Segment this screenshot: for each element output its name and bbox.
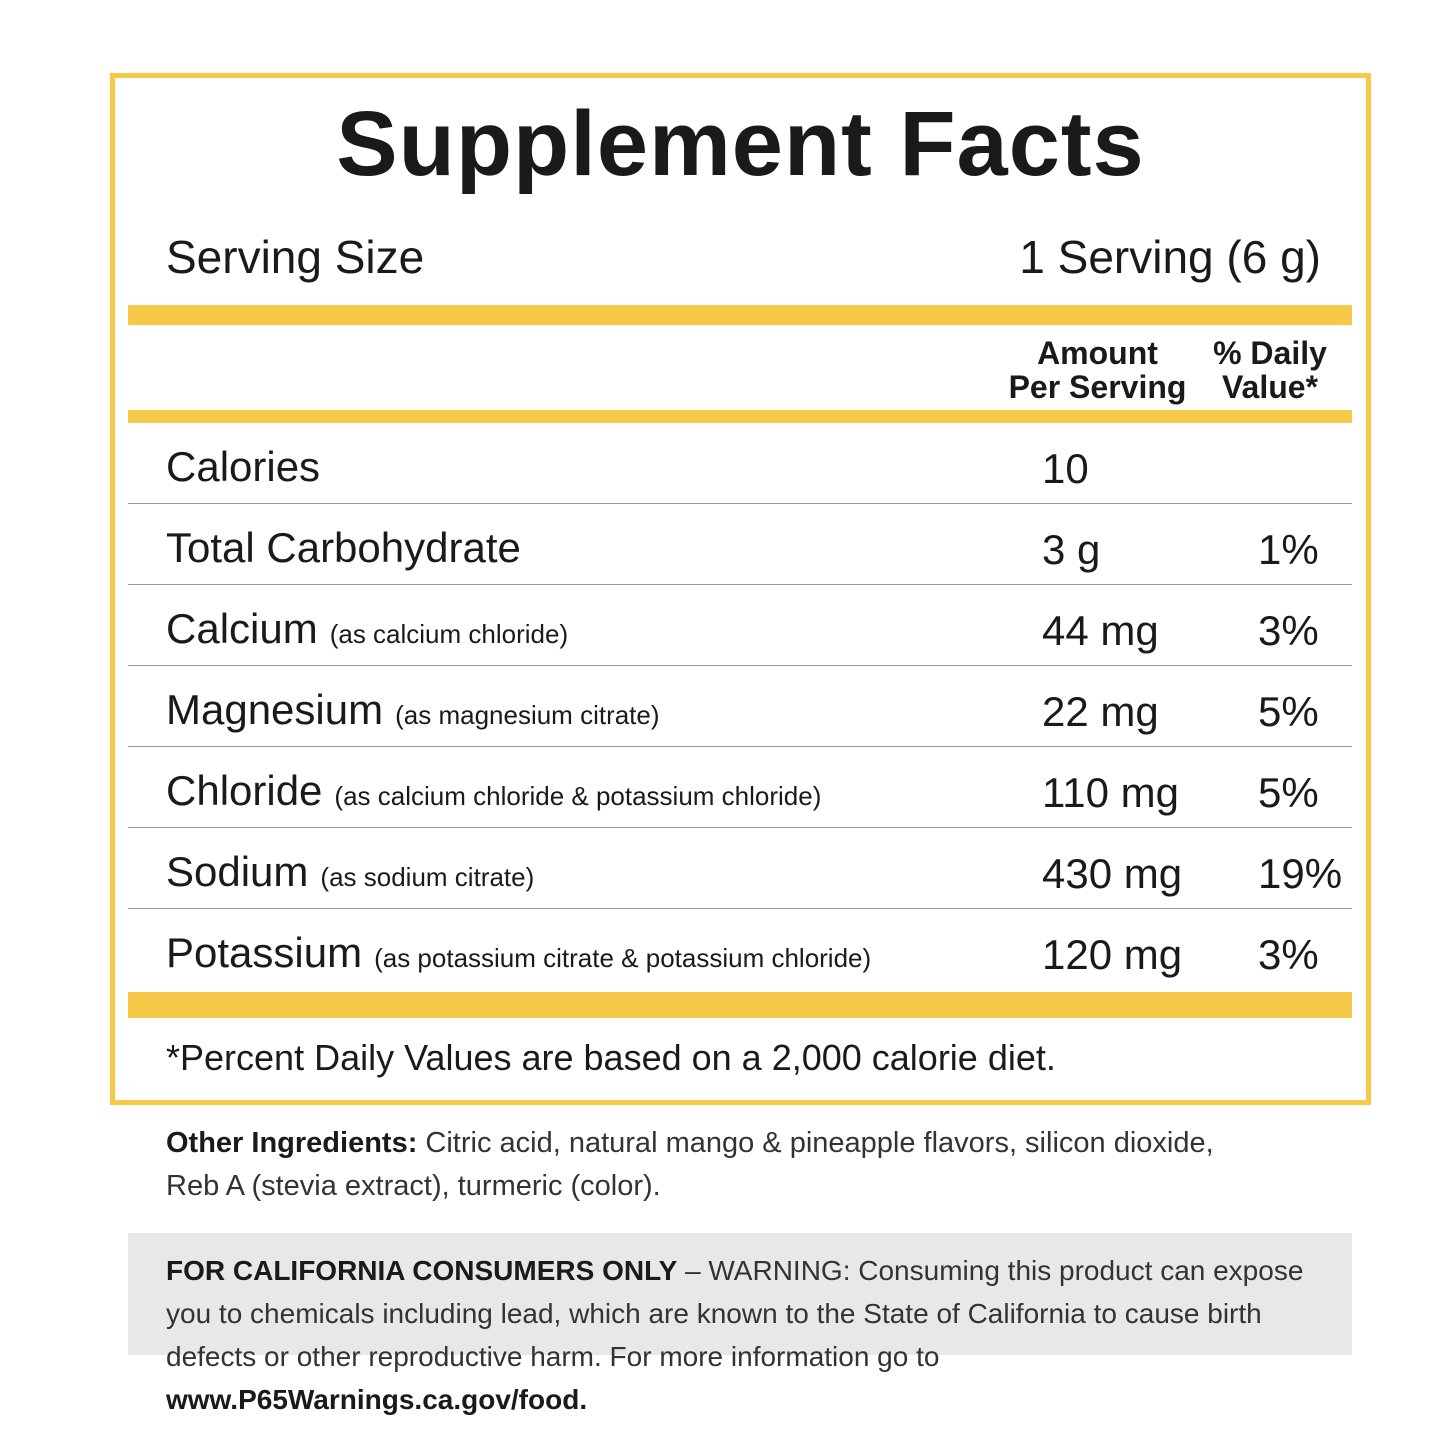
header-line: Value* — [1221, 369, 1319, 405]
nutrient-name: Calories — [166, 443, 320, 491]
footnote: *Percent Daily Values are based on a 2,0… — [166, 1037, 1056, 1078]
warning: FOR CALIFORNIA CONSUMERS ONLY – WARNING:… — [166, 1249, 1346, 1421]
nutrient-row: Potassium (as potassium citrate & potassi… — [128, 909, 1352, 990]
amount-header: Amount Per Serving — [1000, 336, 1195, 404]
amount: 430 mg — [1042, 850, 1183, 897]
row-separator — [128, 908, 1352, 909]
header-line: Per Serving — [1008, 369, 1187, 405]
warning-text: – WARNING: Consuming this product can ex… — [166, 1255, 1304, 1372]
nutrient-source: (as magnesium citrate) — [395, 700, 660, 730]
row-separator — [128, 665, 1352, 666]
title: Supplement Facts — [336, 93, 1145, 195]
row-separator — [128, 503, 1352, 504]
ingredients-text: Citric acid, natural mango & pineapple f… — [166, 1127, 1214, 1202]
label-frame — [110, 73, 1371, 1105]
nutrient-row: Sodium (as sodium citrate) 430 mg 19% — [128, 828, 1352, 909]
daily-value: 3% — [1258, 607, 1319, 654]
amount: 22 mg — [1042, 688, 1159, 735]
nutrient-source: (as calcium chloride) — [329, 619, 569, 649]
amount: 120 mg — [1042, 931, 1183, 978]
row-separator — [128, 827, 1352, 828]
nutrient-source: (as sodium citrate) — [320, 862, 535, 892]
nutrient-name: Chloride (as calcium chloride & potassium… — [166, 767, 821, 815]
divider-bar — [128, 410, 1352, 423]
warning-label: FOR CALIFORNIA CONSUMERS ONLY — [166, 1255, 678, 1286]
nutrient-source: (as potassium citrate & potassium chlori… — [374, 943, 872, 973]
amount: 110 mg — [1042, 769, 1179, 816]
nutrient-row: Magnesium (as magnesium citrate) 22 mg 5% — [128, 666, 1352, 747]
nutrient-source: (as calcium chloride & potassium chlorid… — [334, 781, 822, 811]
nutrient: Calcium — [166, 605, 318, 652]
serving-value: 1 Serving (6 g) — [1019, 231, 1321, 283]
serving-label: Serving Size — [166, 231, 425, 283]
nutrient: Potassium — [166, 929, 363, 976]
row-separator — [128, 746, 1352, 747]
divider-bar — [128, 992, 1352, 1018]
amount: 10 — [1042, 445, 1089, 492]
daily-value: 1% — [1258, 526, 1319, 573]
nutrient-name: Potassium (as potassium citrate & potassi… — [166, 929, 871, 977]
ingredients-label: Other Ingredients: — [166, 1127, 418, 1159]
nutrient-name: Total Carbohydrate — [166, 524, 521, 572]
nutrient-row: Calcium (as calcium chloride) 44 mg 3% — [128, 585, 1352, 666]
nutrient: Chloride — [166, 767, 323, 814]
daily-value: 19% — [1258, 850, 1343, 897]
divider-bar — [128, 305, 1352, 325]
dv-header: % Daily Value* — [1205, 336, 1335, 404]
warning-url: www.P65Warnings.ca.gov/food. — [166, 1384, 588, 1415]
header-line: % Daily — [1213, 335, 1327, 371]
warning-box: FOR CALIFORNIA CONSUMERS ONLY – WARNING:… — [128, 1233, 1352, 1415]
nutrient-name: Calcium (as calcium chloride) — [166, 605, 568, 653]
header-line: Amount — [1037, 335, 1158, 371]
nutrient: Magnesium — [166, 686, 384, 733]
amount: 3 g — [1042, 526, 1101, 573]
daily-value: 5% — [1258, 769, 1319, 816]
row-separator — [128, 584, 1352, 585]
nutrient: Calories — [166, 443, 321, 490]
nutrient-row: Calories 10 — [128, 423, 1352, 504]
nutrient-name: Magnesium (as magnesium citrate) — [166, 686, 660, 734]
nutrient: Total Carbohydrate — [166, 524, 521, 571]
daily-value: 5% — [1258, 688, 1319, 735]
nutrient-name: Sodium (as sodium citrate) — [166, 848, 534, 896]
nutrient-row: Chloride (as calcium chloride & potassium… — [128, 747, 1352, 828]
nutrient: Sodium — [166, 848, 309, 895]
nutrient-row: Total Carbohydrate 3 g 1% — [128, 504, 1352, 585]
amount: 44 mg — [1042, 607, 1159, 654]
other-ingredients: Other Ingredients: Citric acid, natural … — [166, 1122, 1226, 1208]
daily-value: 3% — [1258, 931, 1319, 978]
